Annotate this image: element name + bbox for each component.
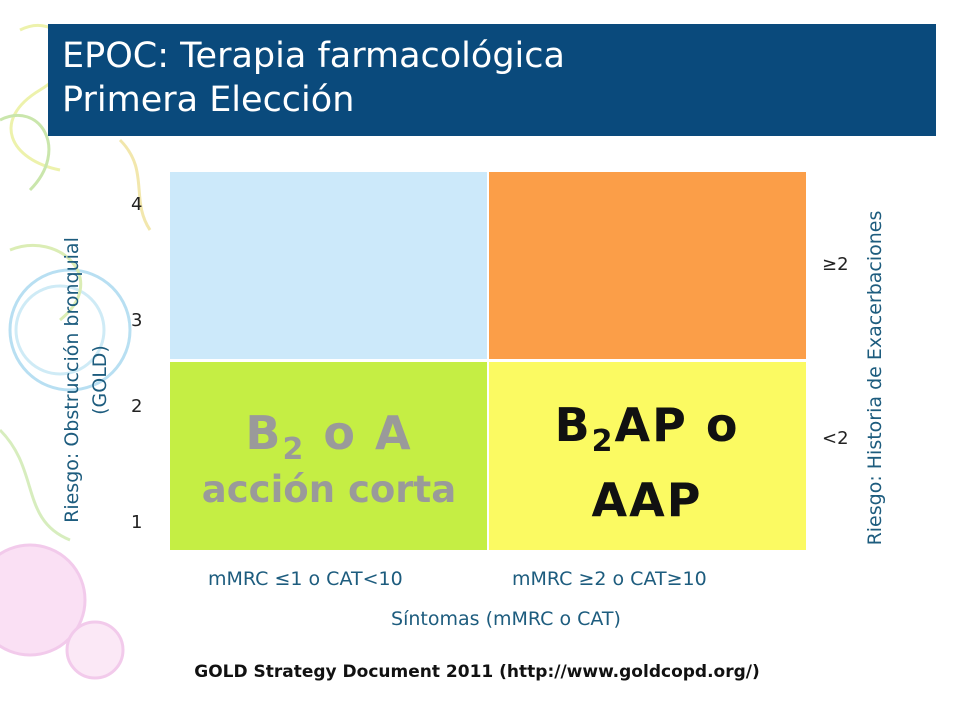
x-category-low: mMRC ≤1 o CAT<10 <box>208 568 403 590</box>
source-citation: GOLD Strategy Document 2011 (http://www.… <box>194 662 760 682</box>
left-axis-label-line-2: (GOLD) <box>89 345 111 415</box>
left-tick-3: 3 <box>131 310 143 331</box>
title-banner: EPOC: Terapia farmacológica Primera Elec… <box>48 24 936 136</box>
left-tick-2: 2 <box>131 396 143 417</box>
grid-divider-horizontal <box>170 359 806 362</box>
quadrant-a-sub-label: acción corta <box>201 468 457 511</box>
left-tick-4: 4 <box>131 194 143 215</box>
x-axis-title: Síntomas (mMRC o CAT) <box>391 608 621 630</box>
quadrant-b-label: B2AP o AAP <box>554 398 740 527</box>
right-tick-ge2: ≥2 <box>822 254 849 275</box>
left-axis-label-line-1: Riesgo: Obstrucción bronquial <box>61 237 83 523</box>
title-line-1: EPOC: Terapia farmacológica <box>62 36 565 76</box>
quadrant-top-left <box>170 172 488 360</box>
quadrant-bottom-right: B2AP o AAP <box>488 360 806 550</box>
x-category-high: mMRC ≥2 o CAT≥10 <box>512 568 707 590</box>
left-tick-1: 1 <box>131 512 143 533</box>
quadrant-top-right <box>488 172 806 360</box>
quadrant-a-main-label: B2 o A <box>245 406 413 467</box>
quadrant-bottom-left: B2 o A acción corta <box>170 360 488 550</box>
title-line-2: Primera Elección <box>62 80 355 120</box>
right-tick-lt2: <2 <box>822 428 849 449</box>
